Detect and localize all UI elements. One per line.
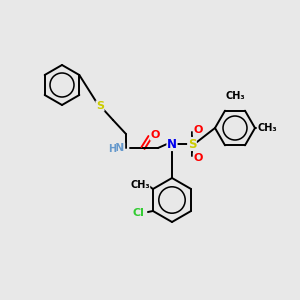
Text: H: H xyxy=(108,144,116,154)
Text: CH₃: CH₃ xyxy=(257,123,277,133)
Text: Cl: Cl xyxy=(132,208,144,218)
Text: N: N xyxy=(116,143,124,153)
Text: N: N xyxy=(167,137,177,151)
Text: CH₃: CH₃ xyxy=(130,180,150,190)
Text: O: O xyxy=(193,153,203,163)
Text: CH₃: CH₃ xyxy=(225,91,245,101)
Text: S: S xyxy=(188,137,196,151)
Text: O: O xyxy=(193,125,203,135)
Text: O: O xyxy=(150,130,160,140)
Text: S: S xyxy=(96,101,104,111)
